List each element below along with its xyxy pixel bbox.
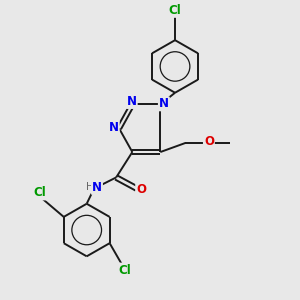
Text: N: N [159, 98, 169, 110]
Text: O: O [136, 183, 146, 196]
Text: H: H [86, 182, 94, 192]
Text: Cl: Cl [118, 264, 131, 277]
Text: Cl: Cl [34, 186, 46, 200]
Text: O: O [204, 135, 214, 148]
Text: N: N [92, 181, 102, 194]
Text: N: N [109, 121, 119, 134]
Text: N: N [127, 95, 137, 108]
Text: Cl: Cl [169, 4, 182, 17]
